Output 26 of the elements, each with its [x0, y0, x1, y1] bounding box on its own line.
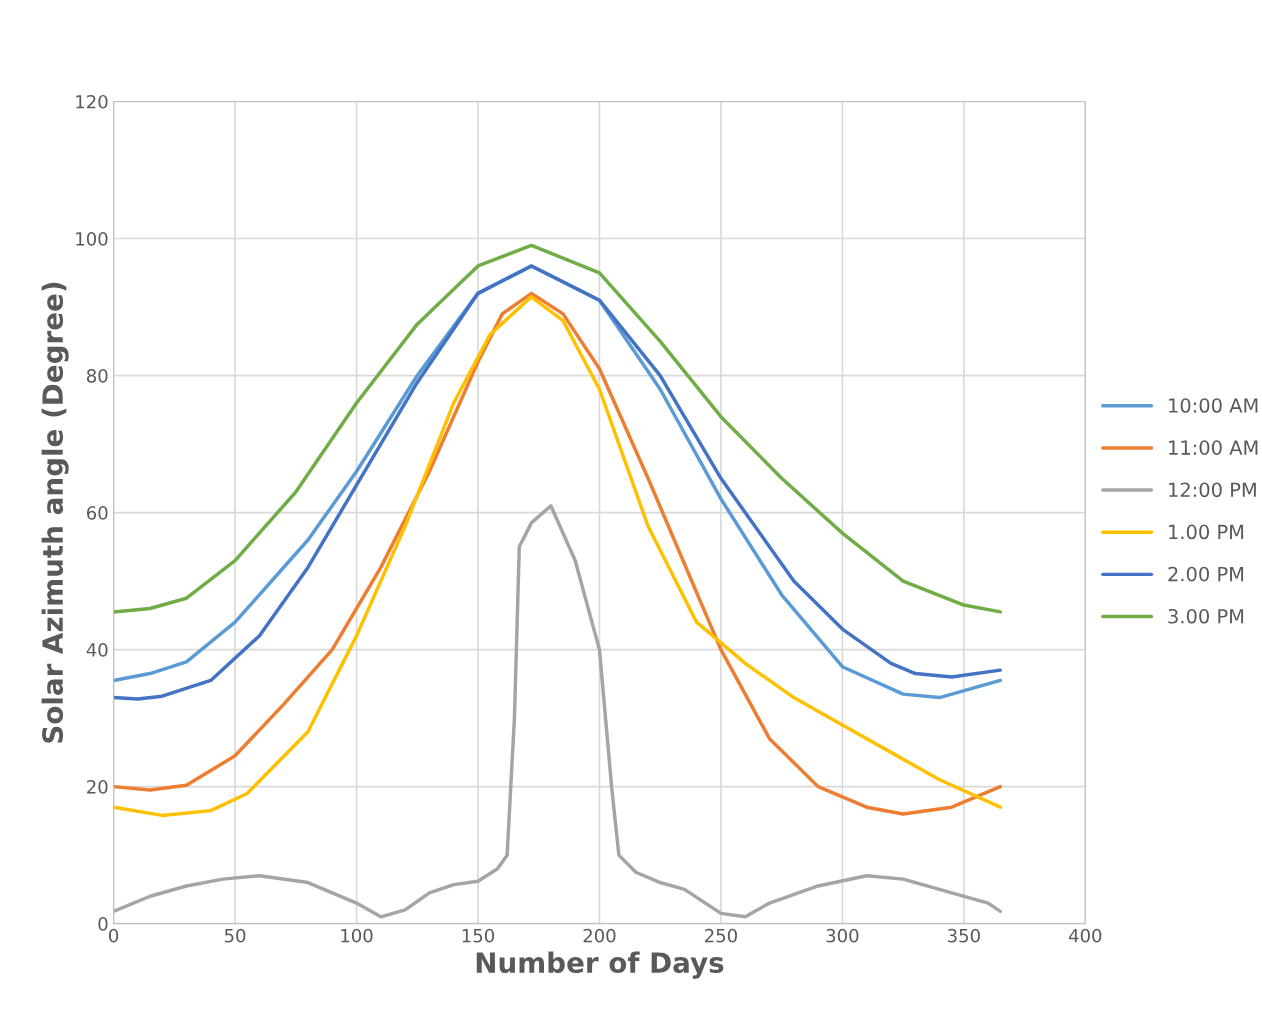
x-tick-label: 400: [1068, 928, 1102, 943]
legend-label: 10:00 AM: [1169, 398, 1258, 413]
y-tick-label: 20: [87, 780, 108, 794]
y-tick-label: 80: [86, 369, 108, 383]
y-tick-label: 0: [98, 917, 108, 931]
legend-label: 1.00 PM: [1169, 524, 1244, 540]
x-tick-label: 100: [341, 928, 373, 943]
x-tick-label: 200: [583, 928, 616, 943]
x-tick-label: 300: [826, 928, 859, 943]
y-tick-label: 100: [76, 231, 108, 246]
legend-label: 3.00 PM: [1168, 608, 1244, 624]
legend-label: 11:00 AM: [1169, 440, 1258, 455]
legend-label: 2.00 PM: [1168, 566, 1244, 582]
x-tick-label: 50: [224, 928, 246, 943]
legend-label: 12:00 PM: [1169, 482, 1256, 498]
x-tick-label: 150: [462, 928, 495, 943]
x-tick-label: 250: [705, 928, 737, 943]
y-tick-label: 60: [87, 506, 108, 520]
x-axis-title: Number of Days: [476, 951, 724, 979]
line-series: [113, 503, 1003, 919]
y-tick-label: 40: [86, 643, 108, 657]
y-axis-title: Solar Azimuth angle (Degree): [41, 282, 69, 743]
x-tick-label: 0: [109, 928, 119, 943]
y-tick-label: 120: [76, 94, 108, 109]
line-series: [113, 243, 1003, 614]
x-tick-label: 350: [948, 928, 980, 943]
